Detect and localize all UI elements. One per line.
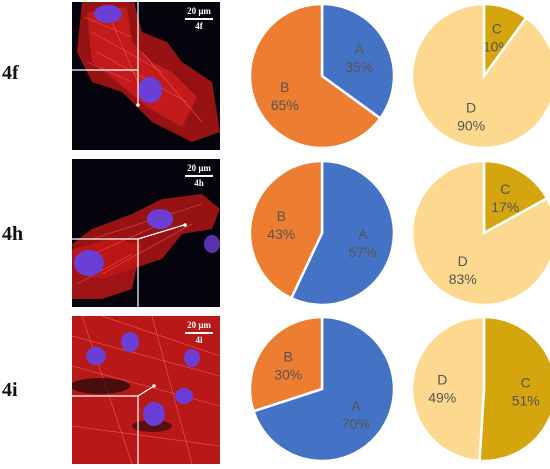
slice-category-label: A	[351, 398, 361, 414]
pie-slice-a	[251, 315, 396, 463]
slice-percent-label: 30%	[274, 366, 302, 382]
slice-category-label: B	[277, 208, 286, 224]
pie-slice-c	[478, 315, 550, 463]
micrograph-4h: 20 μm 4h	[72, 159, 220, 307]
scale-line	[185, 175, 213, 177]
row-label-4f: 4f	[2, 62, 19, 84]
pie-slice-b	[248, 159, 324, 300]
slice-category-label: A	[358, 226, 368, 242]
slice-category-label: C	[492, 20, 502, 36]
pie-slice-b	[248, 315, 324, 413]
slice-category-label: D	[458, 253, 468, 269]
pie-slice-a	[320, 2, 396, 121]
scale-bar: 20 μm 4h	[185, 163, 213, 189]
micrograph-4i: 20 μm 4i	[72, 316, 220, 464]
slice-category-label: B	[280, 79, 289, 95]
row-label-4i: 4i	[2, 379, 18, 401]
slice-percent-label: 83%	[449, 271, 477, 287]
slice-category-label: A	[355, 41, 365, 57]
slice-percent-label: 17%	[491, 199, 519, 215]
panel-tag: 4h	[194, 178, 204, 188]
micrograph-4f: 20 μm 4f	[72, 2, 220, 150]
scale-text: 20 μm	[187, 6, 211, 16]
scale-text: 20 μm	[187, 320, 211, 330]
slice-category-label: C	[500, 181, 510, 197]
panel-tag: 4f	[195, 21, 203, 31]
slice-percent-label: 90%	[457, 118, 485, 134]
slice-category-label: C	[521, 374, 531, 390]
panel-tag: 4i	[195, 335, 203, 345]
slice-percent-label: 51%	[512, 392, 540, 408]
scale-line	[185, 332, 213, 334]
slice-percent-label: 43%	[267, 226, 295, 242]
row-label-4h: 4h	[2, 223, 24, 245]
pie-slice-d	[410, 2, 550, 150]
slice-percent-label: 49%	[428, 390, 456, 406]
slice-percent-label: 57%	[349, 244, 377, 260]
slice-category-label: D	[466, 100, 476, 116]
pie-slice-b	[248, 2, 382, 150]
scale-text: 20 μm	[187, 163, 211, 173]
pie-slice-d	[410, 315, 486, 463]
scale-bar: 20 μm 4i	[185, 320, 213, 346]
slice-percent-label: 70%	[342, 416, 370, 432]
slice-category-label: D	[437, 372, 447, 388]
slice-category-label: B	[284, 348, 293, 364]
pie-slice-a	[289, 159, 396, 307]
slice-percent-label: 35%	[345, 59, 373, 75]
slice-percent-label: 65%	[271, 97, 299, 113]
pie-slice-c	[482, 159, 549, 236]
scale-line	[185, 18, 213, 20]
pie-slice-d	[410, 159, 550, 307]
scale-bar: 20 μm 4f	[185, 6, 213, 32]
